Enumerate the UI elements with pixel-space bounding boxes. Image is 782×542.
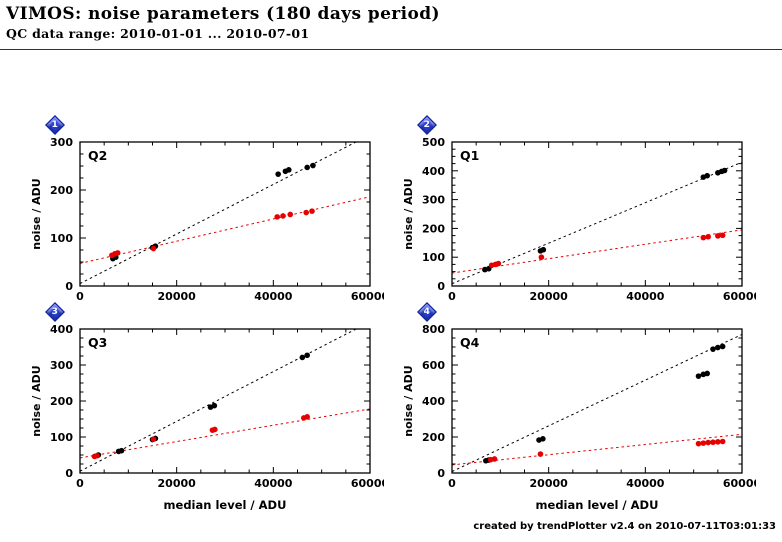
svg-text:Q3: Q3 bbox=[88, 335, 107, 350]
plot-link-2-label: 2 bbox=[423, 119, 431, 130]
svg-text:100: 100 bbox=[50, 431, 73, 444]
svg-text:0: 0 bbox=[437, 280, 445, 293]
svg-text:noise / ADU: noise / ADU bbox=[402, 178, 415, 249]
svg-text:600: 600 bbox=[422, 359, 445, 372]
svg-text:300: 300 bbox=[422, 194, 445, 207]
svg-text:400: 400 bbox=[422, 165, 445, 178]
svg-text:40000: 40000 bbox=[626, 290, 665, 303]
page-title: VIMOS: noise parameters (180 days period… bbox=[6, 4, 440, 24]
svg-text:20000: 20000 bbox=[530, 477, 569, 490]
qc-data-range: QC data range: 2010-01-01 ... 2010-07-01 bbox=[6, 26, 310, 41]
plot-link-2[interactable]: 2 bbox=[417, 115, 437, 135]
svg-text:20000: 20000 bbox=[158, 477, 197, 490]
svg-text:800: 800 bbox=[422, 323, 445, 336]
svg-text:500: 500 bbox=[422, 136, 445, 149]
svg-text:200: 200 bbox=[50, 395, 73, 408]
svg-text:noise / ADU: noise / ADU bbox=[402, 365, 415, 436]
svg-text:median level / ADU: median level / ADU bbox=[536, 498, 659, 512]
svg-text:400: 400 bbox=[50, 323, 73, 336]
page-header: VIMOS: noise parameters (180 days period… bbox=[6, 4, 440, 41]
svg-text:200: 200 bbox=[422, 222, 445, 235]
plot-link-3-label: 3 bbox=[51, 306, 59, 317]
svg-text:100: 100 bbox=[422, 251, 445, 264]
svg-text:400: 400 bbox=[422, 395, 445, 408]
plot-link-1[interactable]: 1 bbox=[45, 115, 65, 135]
svg-text:20000: 20000 bbox=[530, 290, 569, 303]
svg-text:40000: 40000 bbox=[626, 477, 665, 490]
svg-text:0: 0 bbox=[65, 280, 73, 293]
svg-text:0: 0 bbox=[76, 477, 84, 490]
plot-link-4-label: 4 bbox=[423, 306, 431, 317]
header-divider bbox=[0, 49, 782, 50]
svg-text:noise / ADU: noise / ADU bbox=[30, 365, 43, 436]
svg-text:Q2: Q2 bbox=[88, 148, 107, 163]
svg-text:40000: 40000 bbox=[254, 290, 293, 303]
plot-link-1-label: 1 bbox=[51, 119, 59, 130]
svg-text:200: 200 bbox=[50, 184, 73, 197]
svg-text:0: 0 bbox=[76, 290, 84, 303]
svg-text:0: 0 bbox=[437, 467, 445, 480]
svg-text:0: 0 bbox=[448, 290, 456, 303]
svg-text:300: 300 bbox=[50, 136, 73, 149]
footer-credit: created by trendPlotter v2.4 on 2010-07-… bbox=[473, 521, 776, 532]
svg-text:0: 0 bbox=[448, 477, 456, 490]
svg-text:40000: 40000 bbox=[254, 477, 293, 490]
svg-text:20000: 20000 bbox=[158, 290, 197, 303]
svg-text:median level / ADU: median level / ADU bbox=[164, 498, 287, 512]
svg-text:Q4: Q4 bbox=[460, 335, 480, 350]
svg-text:0: 0 bbox=[65, 467, 73, 480]
svg-text:noise / ADU: noise / ADU bbox=[30, 178, 43, 249]
svg-text:Q1: Q1 bbox=[460, 148, 479, 163]
svg-text:200: 200 bbox=[422, 431, 445, 444]
svg-text:300: 300 bbox=[50, 359, 73, 372]
svg-text:100: 100 bbox=[50, 232, 73, 245]
